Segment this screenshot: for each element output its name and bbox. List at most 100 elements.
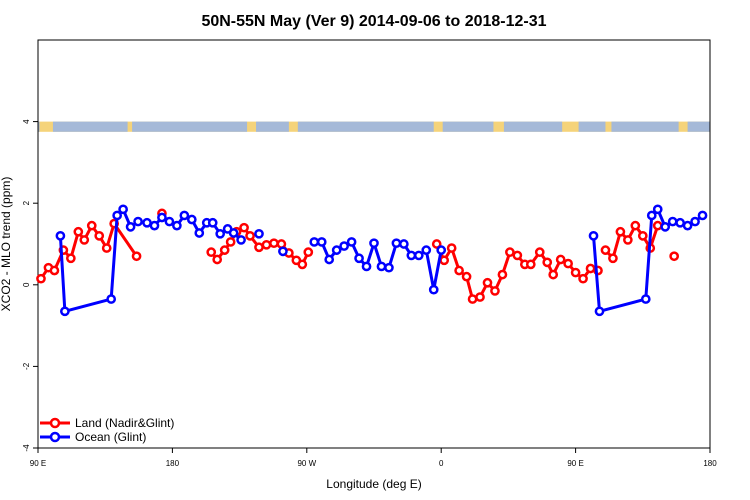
data-point xyxy=(118,204,128,215)
data-point xyxy=(439,255,450,266)
y-tick-label: 4 xyxy=(22,119,31,124)
data-point xyxy=(421,245,432,255)
data-point xyxy=(149,220,160,231)
data-point xyxy=(482,277,493,288)
plot-frame xyxy=(37,39,711,449)
data-point xyxy=(207,217,218,228)
data-point xyxy=(112,210,122,221)
chart-title: 50N-55N May (Ver 9) 2014-09-06 to 2018-1… xyxy=(201,13,546,30)
data-point xyxy=(278,246,288,257)
data-point xyxy=(399,239,409,249)
data-point xyxy=(206,247,217,258)
x-axis: 90 E 180 90 W 0 90 E 180 xyxy=(30,448,717,468)
data-point xyxy=(194,228,205,238)
data-point xyxy=(228,228,239,238)
data-point xyxy=(331,245,342,255)
land-ocean-band xyxy=(38,121,710,132)
series-ocean xyxy=(55,204,708,317)
data-point xyxy=(225,237,236,247)
band-ocean-segment xyxy=(297,121,434,132)
data-point xyxy=(646,210,657,221)
data-point xyxy=(254,228,264,239)
data-point xyxy=(361,261,372,272)
band-ocean-segment xyxy=(687,121,710,132)
data-point xyxy=(236,235,246,245)
data-point xyxy=(179,210,190,221)
data-point xyxy=(384,262,394,273)
data-point xyxy=(309,237,320,247)
data-point xyxy=(630,220,641,231)
x-tick-label: 90 E xyxy=(30,459,46,468)
data-point xyxy=(157,212,167,223)
data-point xyxy=(475,292,485,302)
data-point xyxy=(101,243,112,253)
data-point xyxy=(73,226,84,237)
data-point xyxy=(461,271,472,282)
data-point xyxy=(369,238,379,249)
band-ocean-segment xyxy=(52,121,128,132)
data-point xyxy=(131,251,142,262)
data-point xyxy=(339,241,349,251)
data-point xyxy=(303,247,314,258)
data-point xyxy=(254,242,264,253)
x-tick-label: 0 xyxy=(439,459,444,468)
data-point xyxy=(186,214,197,225)
data-point xyxy=(497,269,508,280)
data-point xyxy=(585,263,596,274)
data-point xyxy=(454,265,464,276)
data-point xyxy=(675,217,685,228)
data-point xyxy=(623,235,633,245)
data-point xyxy=(276,239,287,249)
data-point xyxy=(297,259,308,270)
data-point xyxy=(594,306,605,317)
data-point xyxy=(525,259,536,270)
data-point xyxy=(588,230,599,241)
data-point xyxy=(60,306,70,317)
data-point xyxy=(55,230,66,241)
band-ocean-segment xyxy=(38,121,40,132)
data-point xyxy=(36,273,46,284)
data-point xyxy=(467,294,478,304)
data-point xyxy=(376,261,387,272)
data-point xyxy=(406,250,417,261)
data-point xyxy=(86,220,97,231)
legend: Land (Nadir&Glint) Ocean (Glint) xyxy=(40,416,174,444)
data-point xyxy=(324,254,335,265)
data-point xyxy=(505,247,515,258)
data-point xyxy=(669,251,680,262)
data-point xyxy=(245,230,255,241)
data-point xyxy=(652,204,663,215)
data-point xyxy=(66,253,76,264)
data-point xyxy=(49,265,60,276)
y-tick-label: 2 xyxy=(22,200,31,205)
data-point xyxy=(660,222,671,232)
data-point xyxy=(637,230,648,241)
x-tick-label: 180 xyxy=(703,459,717,468)
legend-item-ocean: Ocean (Glint) xyxy=(40,430,146,444)
data-point xyxy=(346,237,357,247)
band-ocean-segment xyxy=(132,121,248,132)
y-tick-label: -2 xyxy=(22,362,31,370)
series-land xyxy=(36,208,680,304)
x-tick-label: 90 E xyxy=(567,459,583,468)
data-point xyxy=(600,245,611,255)
band-ocean-segment xyxy=(256,121,289,132)
data-point xyxy=(615,226,626,237)
x-tick-label: 90 W xyxy=(297,459,316,468)
data-point xyxy=(490,286,500,296)
data-point xyxy=(512,250,523,261)
data-point xyxy=(431,239,442,249)
data-point xyxy=(269,238,279,249)
data-point xyxy=(534,247,545,258)
y-tick-label: 0 xyxy=(22,282,31,287)
data-point xyxy=(542,257,553,268)
data-point xyxy=(555,254,566,265)
data-point xyxy=(106,294,117,304)
data-point xyxy=(354,253,364,264)
data-point xyxy=(667,216,678,227)
data-point xyxy=(261,239,272,250)
y-tick-label: -4 xyxy=(22,444,31,452)
data-point xyxy=(428,284,439,295)
data-point xyxy=(391,238,402,249)
